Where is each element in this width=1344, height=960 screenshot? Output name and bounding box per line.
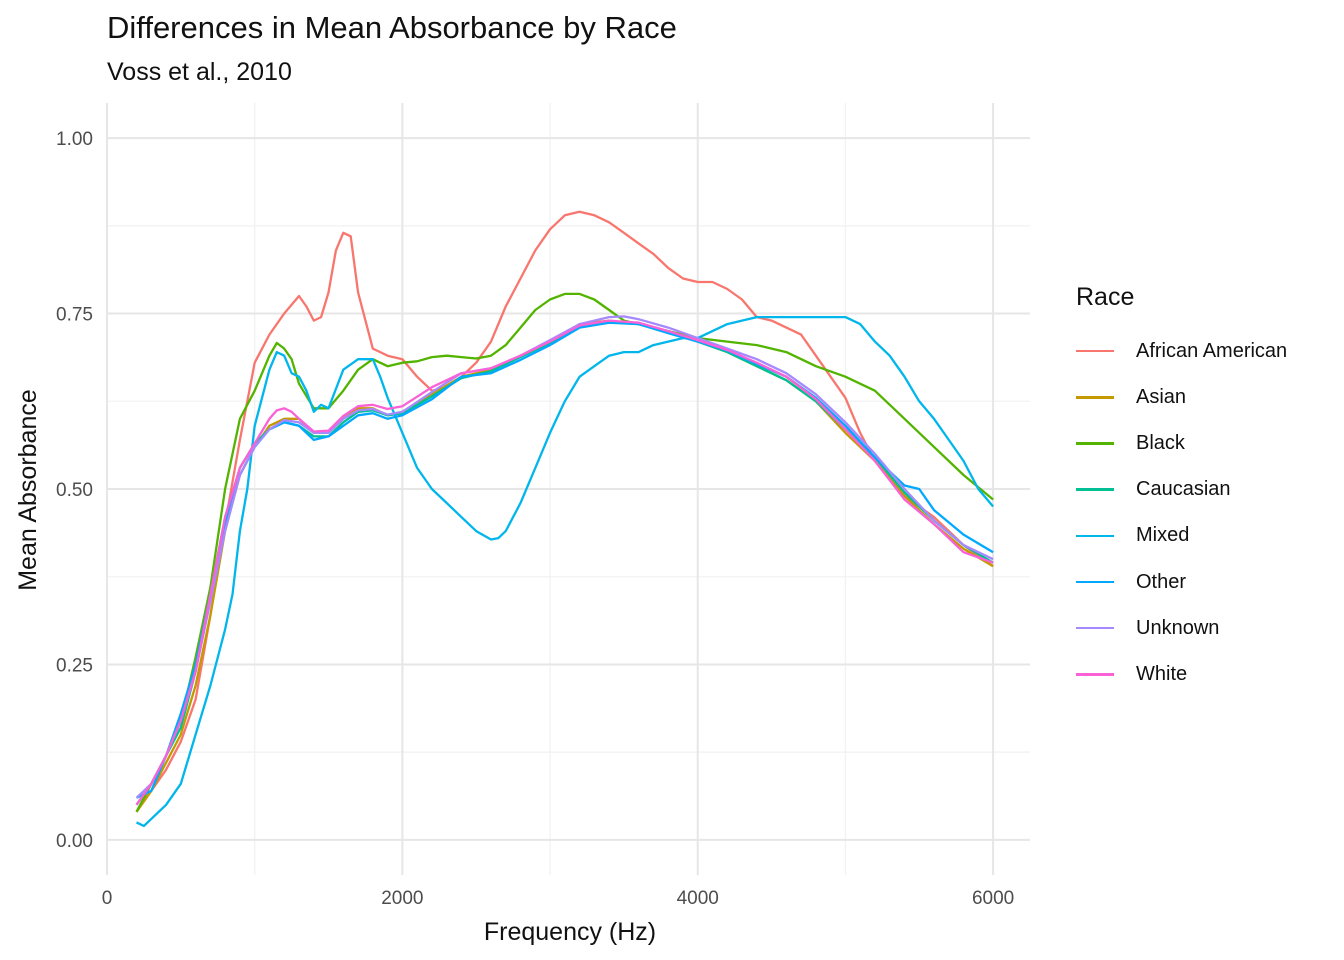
y-tick-label: 0.00: [56, 831, 93, 852]
y-tick-label: 0.50: [56, 480, 93, 501]
legend-label: White: [1136, 662, 1188, 685]
legend-item-mixed: Mixed: [1076, 513, 1287, 559]
legend-item-white: White: [1076, 651, 1287, 697]
legend-label: Mixed: [1136, 524, 1190, 547]
legend-swatch: [1076, 396, 1114, 399]
legend-swatch: [1076, 534, 1114, 538]
legend-title: Race: [1076, 283, 1135, 311]
x-axis-title: Frequency (Hz): [484, 918, 656, 946]
series-lines: [135, 210, 994, 828]
legend-swatch: [1076, 442, 1114, 445]
legend-items: African American Asian Black Caucasian Mixed…: [1076, 328, 1287, 698]
legend-label: Caucasian: [1136, 478, 1231, 501]
legend-item-black: Black: [1076, 420, 1287, 466]
legend-item-african-american: African American: [1076, 328, 1287, 374]
axis-ticks: 0 2000 4000 6000 0.00 0.25 0.50 0.75 1.00: [56, 129, 1014, 909]
x-tick-label: 2000: [381, 888, 423, 909]
chart-subtitle: Voss et al., 2010: [107, 58, 292, 86]
legend-swatch: [1076, 349, 1114, 353]
series-line-white: [135, 319, 994, 806]
series-line-other: [136, 321, 994, 799]
y-tick-label: 0.75: [56, 305, 93, 326]
legend-item-unknown: Unknown: [1076, 605, 1287, 651]
legend: Race African American Asian Black Caucasian…: [1076, 283, 1287, 698]
y-axis-title: Mean Absorbance: [14, 389, 42, 591]
series-line-mixed: [136, 315, 994, 828]
legend-label: African American: [1136, 339, 1288, 362]
legend-swatch: [1076, 488, 1114, 491]
x-tick-label: 4000: [677, 888, 719, 909]
legend-item-other: Other: [1076, 559, 1287, 605]
legend-label: Black: [1136, 431, 1185, 454]
legend-swatch: [1076, 580, 1114, 584]
x-tick-label: 6000: [972, 888, 1014, 909]
legend-label: Other: [1136, 570, 1187, 593]
legend-label: Unknown: [1136, 616, 1220, 639]
legend-swatch: [1076, 673, 1114, 676]
legend-item-asian: Asian: [1076, 374, 1287, 420]
y-tick-label: 1.00: [56, 129, 93, 150]
chart-title: Differences in Mean Absorbance by Race: [107, 10, 677, 45]
legend-label: Asian: [1136, 385, 1187, 408]
series-line-african-american: [135, 210, 994, 813]
series-line-caucasian: [135, 320, 994, 806]
series-line-black: [135, 292, 994, 813]
grid-lines: [106, 103, 1030, 875]
y-tick-label: 0.25: [56, 655, 93, 676]
legend-swatch: [1076, 626, 1114, 630]
legend-item-caucasian: Caucasian: [1076, 467, 1287, 513]
series-line-asian: [135, 319, 994, 813]
x-tick-label: 0: [102, 888, 113, 909]
series-line-unknown: [135, 315, 994, 799]
